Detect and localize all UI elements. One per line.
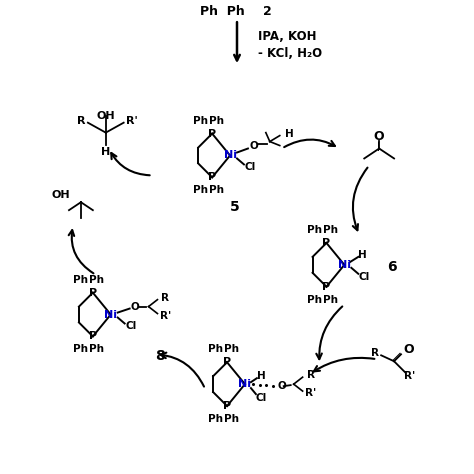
Text: Ph: Ph	[224, 344, 238, 355]
Text: H: H	[257, 371, 266, 381]
Text: Ph: Ph	[208, 414, 223, 424]
Text: 8: 8	[155, 349, 165, 363]
Text: Cl: Cl	[244, 163, 255, 173]
Text: P: P	[89, 331, 97, 341]
Text: Ph: Ph	[89, 275, 104, 285]
Text: Ni: Ni	[104, 310, 117, 319]
Text: P: P	[208, 128, 216, 138]
Text: Ph: Ph	[208, 344, 223, 355]
Text: Ph: Ph	[193, 116, 208, 126]
Text: R: R	[162, 292, 169, 302]
Text: OH: OH	[52, 190, 70, 200]
Text: Ph: Ph	[193, 185, 208, 195]
Text: P: P	[322, 282, 330, 292]
Text: Cl: Cl	[125, 321, 136, 331]
Text: O: O	[404, 343, 414, 356]
Text: - KCl, H₂O: - KCl, H₂O	[258, 46, 322, 60]
Text: Ph: Ph	[323, 295, 338, 305]
Text: Ph: Ph	[224, 414, 238, 424]
Text: R: R	[307, 370, 315, 380]
Text: H: H	[101, 147, 110, 157]
Text: Ph: Ph	[209, 116, 224, 126]
Text: OH: OH	[97, 111, 115, 121]
Text: Ph: Ph	[209, 185, 224, 195]
Text: H: H	[358, 250, 366, 260]
Text: R': R'	[305, 388, 316, 398]
Text: IPA, KOH: IPA, KOH	[258, 30, 316, 43]
Text: Ni: Ni	[238, 379, 251, 389]
Text: O: O	[374, 130, 384, 143]
Text: O: O	[130, 301, 139, 311]
Text: Ph: Ph	[307, 225, 322, 235]
Text: P: P	[223, 401, 231, 411]
Text: Ni: Ni	[338, 260, 351, 270]
Text: R': R'	[160, 310, 171, 320]
Text: P: P	[89, 288, 97, 298]
Text: P: P	[322, 238, 330, 248]
Text: 6: 6	[387, 260, 397, 274]
Text: Ni: Ni	[224, 150, 237, 161]
Text: Ph: Ph	[89, 344, 104, 355]
Text: R': R'	[404, 371, 416, 381]
Text: R': R'	[126, 116, 137, 126]
Text: Ph: Ph	[73, 344, 89, 355]
Text: Ph: Ph	[307, 295, 322, 305]
Text: Ph  Ph: Ph Ph	[200, 5, 245, 18]
Text: 5: 5	[230, 200, 240, 214]
Text: R: R	[371, 348, 379, 358]
Text: Cl: Cl	[359, 272, 370, 282]
Text: Ph: Ph	[73, 275, 89, 285]
Text: P: P	[208, 173, 216, 182]
Text: O: O	[249, 140, 258, 151]
Text: O: O	[277, 381, 286, 391]
Text: 2: 2	[264, 5, 272, 18]
Text: R: R	[77, 116, 85, 126]
Text: P: P	[223, 357, 231, 367]
Text: Cl: Cl	[255, 393, 266, 403]
Text: H: H	[285, 128, 294, 138]
Text: Ph: Ph	[323, 225, 338, 235]
